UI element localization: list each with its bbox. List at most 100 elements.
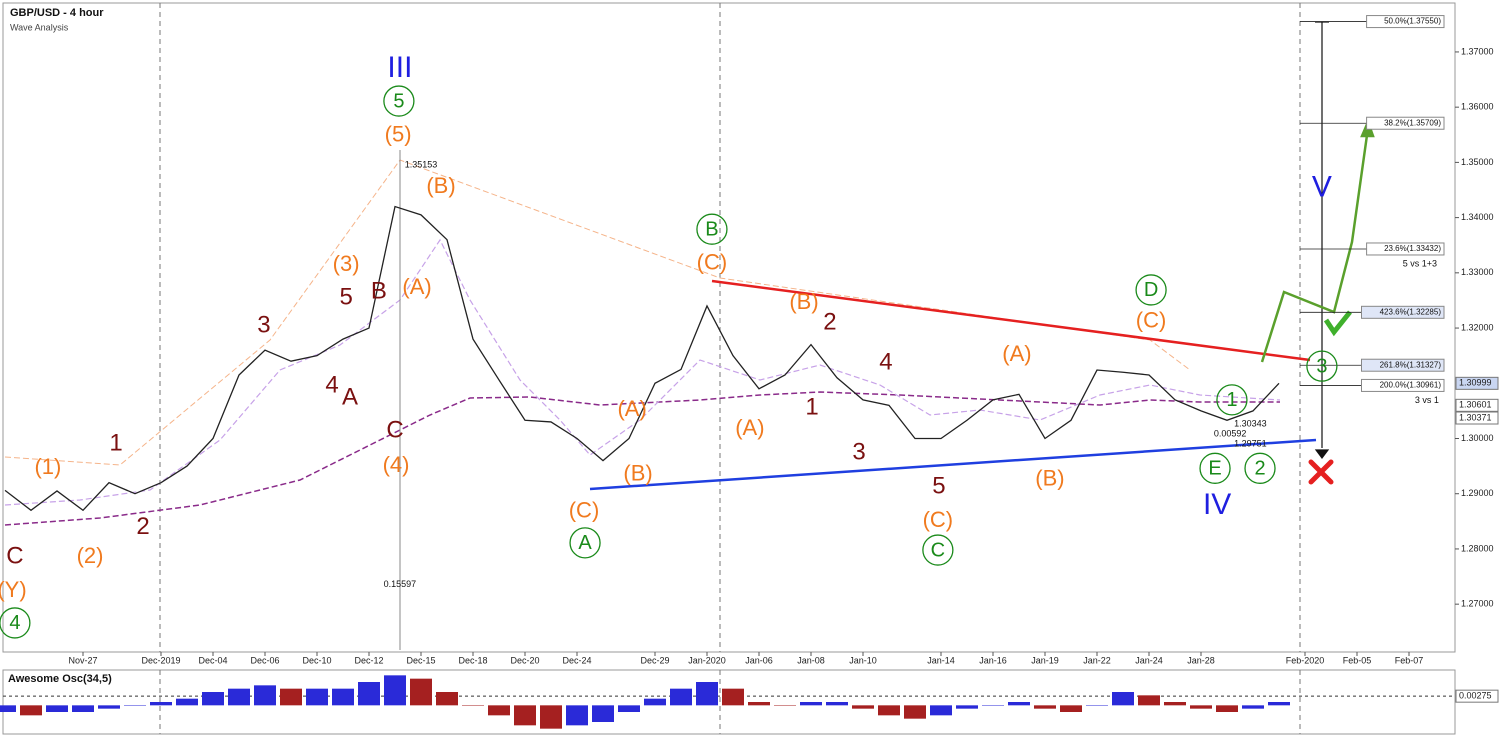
note: 1.30343: [1234, 418, 1267, 428]
wave-label: V: [1312, 171, 1332, 204]
x-tick-label: Dec-12: [354, 655, 383, 665]
price-marker-label: 1.30999: [1459, 378, 1492, 388]
wave-label: B: [705, 218, 718, 240]
x-tick-label: Dec-29: [640, 655, 669, 665]
x-tick-label: Jan-06: [745, 655, 773, 665]
y-tick-label: 1.32000: [1461, 322, 1494, 332]
osc-bar: [1138, 695, 1160, 706]
wave-label: (Y): [0, 577, 27, 602]
y-tick-label: 0.00275: [1459, 691, 1492, 701]
wave-label: 5: [393, 90, 404, 112]
osc-bar: [202, 692, 224, 706]
main-panel: [2, 2, 1456, 653]
wave-label: 3: [1316, 355, 1327, 377]
osc-bar: [826, 702, 848, 706]
x-tick-label: Feb-07: [1395, 655, 1424, 665]
note: 1.29751: [1234, 438, 1267, 448]
osc-bar: [384, 675, 406, 706]
tick-box: [1455, 689, 1499, 703]
osc-bar: [514, 705, 536, 726]
osc-bar: [20, 705, 42, 716]
wave-label: IV: [1203, 488, 1231, 521]
osc-bar: [72, 705, 94, 712]
wave-label: (C): [923, 507, 954, 532]
wave-label: (1): [34, 454, 61, 479]
x-tick-label: Dec-15: [406, 655, 435, 665]
note: 3 vs 1: [1415, 395, 1439, 405]
osc-bar: [852, 705, 874, 709]
x-tick-label: Jan-2020: [688, 655, 726, 665]
osc-bar: [150, 702, 172, 706]
osc-bar: [592, 705, 614, 722]
osc-bar: [618, 705, 640, 712]
wave-circle: [1199, 452, 1231, 484]
wave-label: E: [1208, 458, 1221, 480]
osc-bar: [1190, 705, 1212, 709]
osc-bar: [1034, 705, 1056, 709]
target-arrow: [1314, 21, 1330, 459]
wave-circle: [1306, 350, 1338, 382]
wave-label: (4): [383, 452, 410, 477]
price-line: [4, 205, 1280, 512]
wave-circle: [383, 85, 415, 117]
wave-label: B: [371, 277, 387, 304]
wave-label: (A): [1002, 341, 1031, 366]
wave-label: III: [387, 51, 412, 84]
wave-label: 4: [9, 612, 20, 634]
osc-title: Awesome Osc(34,5): [8, 673, 112, 685]
x-tick-label: Jan-10: [849, 655, 877, 665]
osc-bar: [1112, 692, 1134, 706]
wave-label: 2: [1254, 458, 1265, 480]
fib-label: 23.6%(1.33432): [1384, 244, 1441, 253]
osc-bar: [332, 688, 354, 706]
osc-bar: [670, 688, 692, 706]
osc-bar: [566, 705, 588, 726]
x-tick-label: Dec-2019: [141, 655, 180, 665]
price-marker-label: 1.30371: [1459, 412, 1492, 422]
x-tick-label: Feb-05: [1343, 655, 1372, 665]
osc-bar: [358, 682, 380, 706]
x-tick-label: Dec-24: [562, 655, 591, 665]
price-marker: [1455, 411, 1499, 425]
wave-label: C: [931, 539, 945, 561]
wave-label: 3: [257, 312, 270, 339]
wave-label: (C): [1136, 308, 1167, 333]
osc-bar: [1216, 705, 1238, 712]
price-marker: [1455, 376, 1499, 390]
support-line: [589, 438, 1317, 491]
y-tick-label: 1.37000: [1461, 46, 1494, 56]
osc-bar: [1164, 702, 1186, 706]
y-tick-label: 1.27000: [1461, 599, 1494, 609]
osc-bar: [696, 682, 718, 706]
y-tick-label: 1.29000: [1461, 488, 1494, 498]
chart-title: GBP/USD - 4 hour: [10, 7, 104, 19]
x-tick-label: Dec-04: [198, 655, 227, 665]
osc-bar: [1242, 705, 1264, 709]
wave-label: 4: [879, 349, 892, 376]
note: 1.35153: [405, 159, 438, 169]
envelope: [4, 238, 1281, 506]
wave-label: (B): [623, 461, 652, 486]
arrow-head: [1314, 449, 1330, 459]
invalidation: [1308, 459, 1334, 485]
osc-bar: [176, 698, 198, 706]
x-tick-label: Jan-19: [1031, 655, 1059, 665]
x-tick-label: Dec-18: [458, 655, 487, 665]
wave-label: (A): [617, 396, 646, 421]
fib-label-box: [1361, 305, 1445, 319]
wave-label: 2: [823, 308, 836, 335]
cross: [1308, 459, 1334, 485]
osc-bar: [0, 705, 16, 712]
osc-bar: [228, 688, 250, 706]
note: 0.15597: [384, 579, 417, 589]
wave-label: 5: [932, 472, 945, 499]
note: 0.00592: [1214, 428, 1247, 438]
osc-bar: [644, 698, 666, 706]
fib-label-box: [1366, 15, 1445, 29]
wave-circle: [696, 213, 728, 245]
wave-label: (2): [77, 543, 104, 568]
wave-label: 3: [852, 439, 865, 466]
osc-bar: [904, 705, 926, 719]
